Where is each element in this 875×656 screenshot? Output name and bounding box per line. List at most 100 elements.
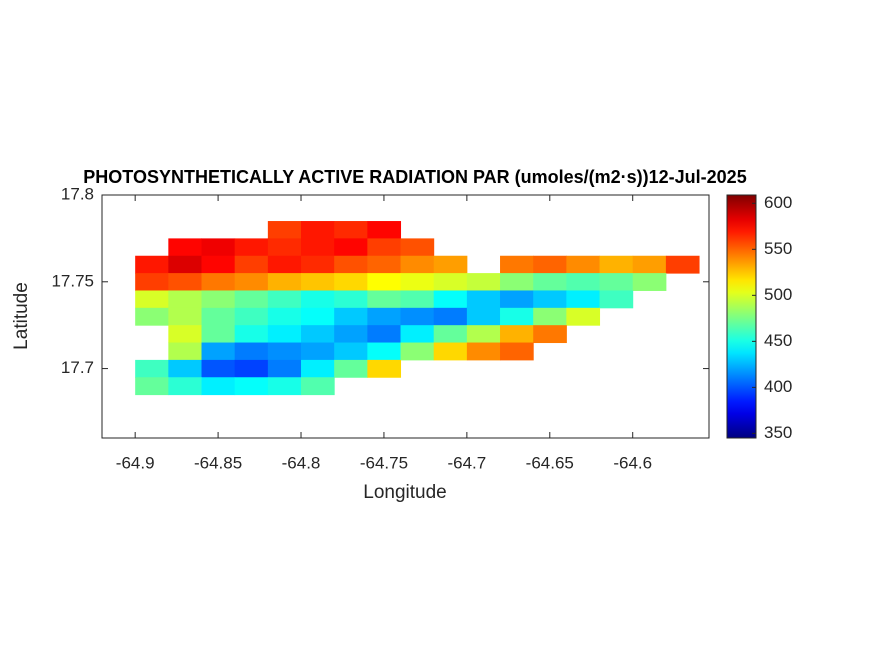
x-tick-label: -64.7	[447, 453, 486, 472]
heat-cell	[301, 359, 335, 378]
heat-cell	[168, 290, 203, 309]
heat-cell	[168, 359, 203, 378]
y-axis-label: Latitude	[11, 282, 32, 350]
heat-cell	[433, 342, 468, 361]
heat-cell	[168, 273, 203, 291]
heat-cell	[301, 273, 335, 291]
heat-cell	[301, 377, 335, 396]
heat-cell	[466, 307, 501, 326]
heat-cell	[367, 290, 402, 309]
axes-box	[101, 194, 710, 439]
heat-cell	[367, 342, 402, 361]
heat-cell	[201, 307, 236, 326]
heat-cell	[267, 290, 302, 309]
heat-cell	[201, 238, 236, 257]
heat-cell	[500, 273, 534, 291]
heat-cell	[301, 255, 335, 274]
heat-cell	[466, 325, 501, 344]
heat-cell	[466, 273, 501, 291]
heat-cell	[367, 255, 402, 274]
heat-cell	[168, 342, 203, 361]
colorbar-tick-label: 550	[764, 239, 792, 258]
x-tick-label: -64.6	[613, 453, 652, 472]
heat-cell	[400, 273, 435, 291]
heat-cell	[533, 273, 567, 291]
heat-cell	[234, 290, 269, 309]
heat-cell	[234, 325, 269, 344]
heat-cell	[301, 307, 335, 326]
heat-cell	[267, 377, 302, 396]
heat-cell	[135, 359, 169, 378]
heat-cell	[135, 377, 169, 396]
heat-cell	[400, 238, 435, 257]
heat-cell	[234, 307, 269, 326]
heat-cell	[400, 307, 435, 326]
colorbar-tick-label: 350	[764, 423, 792, 442]
heat-cell	[632, 273, 667, 291]
heat-cell	[201, 290, 236, 309]
heat-cell	[267, 359, 302, 378]
heat-cell	[367, 221, 402, 239]
heat-cell	[500, 307, 534, 326]
heat-cell	[665, 255, 700, 274]
heat-cell	[500, 325, 534, 344]
colorbar	[726, 194, 757, 439]
heat-cell	[234, 342, 269, 361]
heat-cell	[135, 255, 169, 274]
heat-cell	[168, 255, 203, 274]
heat-cell	[201, 325, 236, 344]
heat-cell	[168, 377, 203, 396]
x-tick-label: -64.85	[194, 453, 242, 472]
heat-cell	[566, 273, 601, 291]
heat-cell	[599, 273, 634, 291]
heat-cell	[267, 238, 302, 257]
heat-cell	[135, 273, 169, 291]
heat-cell	[334, 238, 368, 257]
x-tick-label: -64.65	[526, 453, 574, 472]
heat-cell	[135, 307, 169, 326]
heat-cell	[367, 238, 402, 257]
heat-cell	[433, 325, 468, 344]
heat-cell	[433, 273, 468, 291]
heat-cell	[632, 255, 667, 274]
heat-cell	[367, 307, 402, 326]
heat-cell	[168, 325, 203, 344]
heat-cell	[433, 290, 468, 309]
heat-cell	[168, 307, 203, 326]
heat-cell	[599, 290, 634, 309]
heat-cell	[301, 290, 335, 309]
heat-cell	[301, 221, 335, 239]
heat-cell	[466, 290, 501, 309]
heat-cell	[433, 255, 468, 274]
x-tick-label: -64.75	[360, 453, 408, 472]
heat-cell	[566, 255, 601, 274]
heat-cell	[201, 377, 236, 396]
heat-cell	[234, 255, 269, 274]
heat-cell	[400, 325, 435, 344]
heat-cell	[135, 290, 169, 309]
heat-cell	[334, 273, 368, 291]
y-tick-label: 17.75	[51, 271, 94, 290]
y-tick-label: 17.7	[61, 358, 94, 377]
heat-cell	[334, 255, 368, 274]
heat-cell	[234, 377, 269, 396]
heat-cell	[334, 342, 368, 361]
colorbar-tick-label: 450	[764, 331, 792, 350]
heat-cell	[500, 342, 534, 361]
heat-cell	[566, 290, 601, 309]
heat-cell	[533, 290, 567, 309]
heat-cell	[566, 307, 601, 326]
heat-cell	[267, 273, 302, 291]
heat-cell	[367, 325, 402, 344]
heat-cell	[500, 290, 534, 309]
heat-cell	[301, 342, 335, 361]
heat-cell	[533, 255, 567, 274]
heat-cell	[267, 342, 302, 361]
heat-cell	[301, 325, 335, 344]
x-tick-label: -64.8	[282, 453, 321, 472]
colorbar-tick-label: 500	[764, 285, 792, 304]
heat-cell	[533, 325, 567, 344]
y-tick-label: 17.8	[61, 184, 94, 203]
x-tick-label: -64.9	[116, 453, 155, 472]
